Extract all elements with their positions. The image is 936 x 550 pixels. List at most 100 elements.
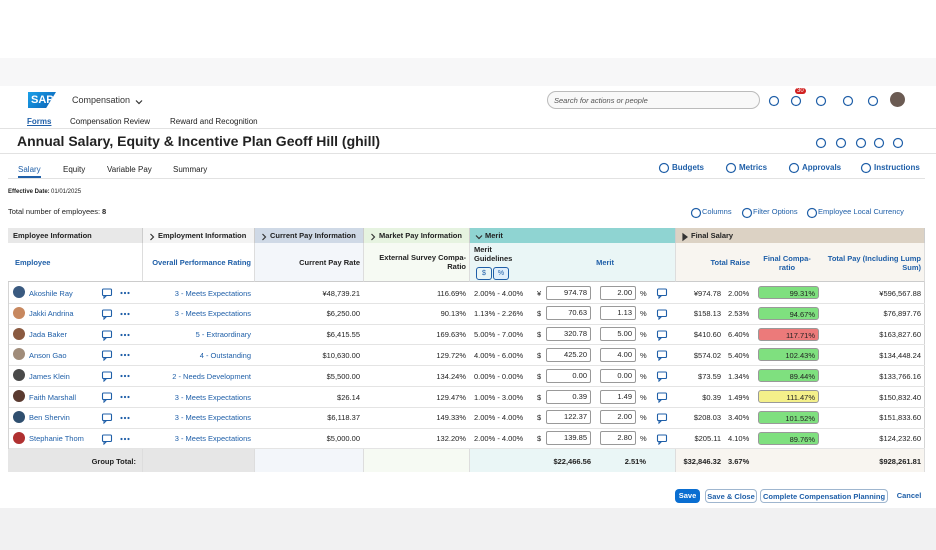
- column-header[interactable]: Overall Performance Rating: [152, 258, 251, 267]
- header-icon[interactable]: [815, 94, 827, 107]
- column-header[interactable]: Final Compa-ratio: [763, 254, 811, 272]
- action-icon[interactable]: [658, 161, 670, 174]
- tab[interactable]: Salary: [18, 165, 41, 178]
- app-chevron[interactable]: [133, 95, 145, 107]
- toggle[interactable]: $: [476, 267, 492, 280]
- comment-icon[interactable]: [656, 369, 668, 383]
- comment-icon[interactable]: [101, 369, 113, 383]
- toolbar-icon[interactable]: [741, 206, 753, 219]
- employee-name[interactable]: Jakki Andrina: [29, 309, 74, 319]
- action-icon[interactable]: [788, 161, 800, 174]
- comment-icon[interactable]: [101, 286, 113, 300]
- merit-amount[interactable]: 70.63: [546, 306, 591, 321]
- header-icon[interactable]: [790, 94, 802, 107]
- rating[interactable]: 3 - Meets Expectations: [174, 288, 251, 298]
- rating[interactable]: 3 - Meets Expectations: [174, 434, 251, 444]
- toolbar-icon[interactable]: [806, 206, 818, 219]
- comment-icon[interactable]: [101, 411, 113, 425]
- button[interactable]: Save & Close: [705, 489, 757, 503]
- button[interactable]: Cancel: [896, 491, 922, 500]
- more-icon[interactable]: [119, 286, 131, 298]
- more-icon[interactable]: [119, 307, 131, 319]
- toolbar-button[interactable]: Columns: [702, 207, 732, 216]
- header-icon[interactable]: [768, 94, 780, 107]
- column-header[interactable]: Total Raise: [710, 258, 750, 267]
- employee-name[interactable]: James Klein: [29, 371, 70, 381]
- tab[interactable]: Equity: [63, 165, 86, 174]
- comment-icon[interactable]: [656, 390, 668, 404]
- merit-amount[interactable]: 425.20: [546, 347, 591, 362]
- comment-icon[interactable]: [656, 411, 668, 425]
- toolbar-icon[interactable]: [690, 206, 702, 219]
- action[interactable]: Approvals: [802, 163, 842, 172]
- header-icon[interactable]: [867, 94, 879, 107]
- rating[interactable]: 3 - Meets Expectations: [174, 309, 251, 319]
- more-icon[interactable]: [119, 411, 131, 423]
- toolbar-button[interactable]: Employee Local Currency: [818, 207, 904, 216]
- comment-icon[interactable]: [101, 390, 113, 404]
- employee-name[interactable]: Ben Shervin: [29, 413, 70, 423]
- merit-pct[interactable]: 5.00: [600, 327, 636, 342]
- merit-amount[interactable]: 320.78: [546, 327, 591, 342]
- expand-icon[interactable]: [258, 230, 270, 242]
- more-icon[interactable]: [119, 328, 131, 340]
- employee-name[interactable]: Jada Baker: [29, 330, 67, 340]
- merit-pct[interactable]: 2.80: [600, 431, 636, 446]
- comment-icon[interactable]: [101, 307, 113, 321]
- employee-name[interactable]: Anson Gao: [29, 350, 67, 360]
- more-icon[interactable]: [119, 348, 131, 360]
- merit-pct[interactable]: 2.00: [600, 410, 636, 425]
- comment-icon[interactable]: [101, 348, 113, 362]
- column-header[interactable]: Merit: [596, 258, 614, 267]
- comment-icon[interactable]: [656, 307, 668, 321]
- nav-link[interactable]: Compensation Review: [70, 117, 151, 126]
- expand-icon[interactable]: [367, 230, 379, 242]
- merit-pct[interactable]: 0.00: [600, 368, 636, 383]
- toolbar-button[interactable]: Filter Options: [753, 207, 798, 216]
- column-header[interactable]: Employee: [15, 258, 51, 267]
- toggle[interactable]: %: [493, 267, 509, 280]
- employee-name[interactable]: Akoshile Ray: [29, 288, 73, 298]
- rating[interactable]: 4 - Outstanding: [199, 350, 251, 360]
- merit-pct[interactable]: 2.00: [600, 285, 636, 300]
- more-icon[interactable]: [119, 390, 131, 402]
- rating[interactable]: 5 - Extraordinary: [195, 330, 251, 340]
- nav-link[interactable]: Reward and Recognition: [170, 117, 258, 126]
- merit-amount[interactable]: 0.39: [546, 389, 591, 404]
- action[interactable]: Budgets: [672, 163, 704, 172]
- more-icon[interactable]: [119, 369, 131, 381]
- tab[interactable]: Summary: [173, 165, 208, 174]
- rating[interactable]: 2 - Needs Development: [172, 371, 251, 381]
- action-icon[interactable]: [725, 161, 737, 174]
- expand-icon[interactable]: [146, 230, 158, 242]
- action-icon[interactable]: [860, 161, 872, 174]
- tab[interactable]: Variable Pay: [107, 165, 152, 174]
- merit-pct[interactable]: 1.49: [600, 389, 636, 404]
- action[interactable]: Instructions: [874, 163, 920, 172]
- merit-amount[interactable]: 139.85: [546, 431, 591, 446]
- header-icon[interactable]: [842, 94, 854, 107]
- employee-name[interactable]: Faith Marshall: [29, 392, 77, 402]
- nav-link[interactable]: Forms: [27, 117, 52, 126]
- comment-icon[interactable]: [101, 328, 113, 341]
- more-icon[interactable]: [119, 432, 131, 444]
- rating[interactable]: 3 - Meets Expectations: [174, 413, 251, 423]
- merit-pct[interactable]: 4.00: [600, 347, 636, 362]
- title-icon[interactable]: [892, 136, 904, 149]
- rating[interactable]: 3 - Meets Expectations: [174, 392, 251, 402]
- expand-icon[interactable]: [473, 230, 485, 242]
- employee-name[interactable]: Stephanie Thom: [29, 434, 84, 444]
- title-icon[interactable]: [835, 136, 847, 149]
- column-header[interactable]: Total Pay (Including Lump Sum): [827, 254, 921, 272]
- merit-amount[interactable]: 974.78: [546, 285, 591, 300]
- merit-amount[interactable]: 122.37: [546, 410, 591, 425]
- comment-icon[interactable]: [656, 286, 668, 300]
- merit-pct[interactable]: 1.13: [600, 306, 636, 321]
- comment-icon[interactable]: [656, 328, 668, 341]
- button[interactable]: Complete Compensation Planning: [760, 489, 888, 503]
- merit-amount[interactable]: 0.00: [546, 368, 591, 383]
- expand-icon[interactable]: [679, 230, 691, 242]
- action[interactable]: Metrics: [739, 163, 768, 172]
- comment-icon[interactable]: [656, 348, 668, 362]
- title-icon[interactable]: [815, 136, 827, 149]
